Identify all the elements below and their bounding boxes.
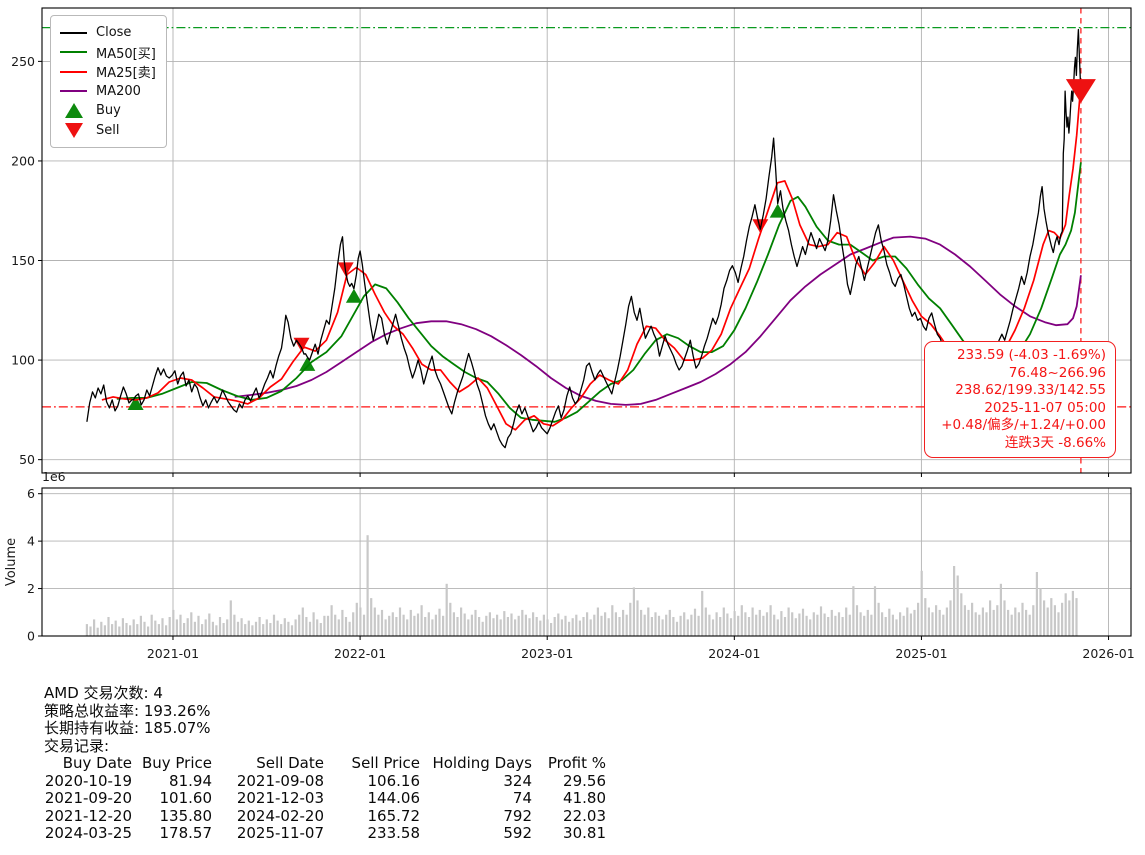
table-cell: 592 bbox=[503, 824, 532, 842]
volume-axis-label: Volume bbox=[4, 538, 19, 586]
ma200-line bbox=[234, 235, 1082, 406]
legend-line-swatch bbox=[60, 31, 87, 34]
price-tick-label: 200 bbox=[11, 153, 35, 168]
volume-offset-label: 1e6 bbox=[42, 469, 66, 484]
table-cell: 2020-10-19 bbox=[44, 771, 132, 790]
buy-marker bbox=[299, 356, 316, 371]
summary-strategy-return: 策略总收益率: 193.26% bbox=[44, 701, 211, 720]
legend-line-swatch bbox=[60, 90, 87, 93]
legend-line-swatch bbox=[60, 70, 87, 73]
legend-item-buy: Buy bbox=[60, 101, 156, 121]
x-tick-label: 2025-01 bbox=[895, 646, 947, 661]
annotation-line-1: 233.59 (-4.03 -1.69%) bbox=[956, 347, 1106, 363]
table-cell: 74 bbox=[512, 789, 532, 807]
price-tick-label: 150 bbox=[11, 253, 35, 268]
volume-tick-label: 6 bbox=[27, 486, 35, 501]
chart-canvas: 50 100 150 200 250 0 2 4 6 2021-01 2022-01 2023-01 2… bbox=[4, 7, 1135, 661]
summary-hold-return: 长期持有收益: 185.07% bbox=[44, 719, 211, 737]
legend-item-sell: Sell bbox=[60, 121, 156, 141]
last-bar-annotation: 233.59 (-4.03 -1.69%) 76.48~266.96 238.62/… bbox=[924, 341, 1116, 458]
legend-item-ma50: MA50[买] bbox=[60, 43, 156, 63]
annotation-line-3: 238.62/199.33/142.55 bbox=[955, 382, 1106, 398]
table-cell: Sell Date bbox=[256, 754, 324, 772]
price-tick-label: 250 bbox=[11, 54, 35, 69]
table-cell: 2021-09-08 bbox=[236, 771, 324, 790]
table-cell: 101.60 bbox=[159, 789, 213, 807]
table-cell: 106.16 bbox=[367, 771, 421, 790]
x-tick-label: 2023-01 bbox=[521, 646, 573, 661]
table-cell: Buy Price bbox=[141, 754, 212, 772]
table-cell: 2024-03-25 bbox=[44, 824, 132, 842]
table-cell: 2025-11-07 bbox=[236, 824, 324, 842]
table-cell: Sell Price bbox=[351, 754, 420, 772]
volume-bars bbox=[85, 535, 1078, 636]
legend: Close MA50[买] MA25[卖] MA200 Buy Sell bbox=[50, 15, 167, 148]
trade-table-row: 2024-03-25 178.57 2025-11-07 233.58 592 30.81 bbox=[44, 824, 606, 843]
trade-table-row: 2020-10-19 81.94 2021-09-08 106.16 324 29.56 bbox=[44, 771, 606, 791]
volume-panel bbox=[41, 487, 1132, 637]
legend-line-swatch bbox=[60, 51, 87, 54]
legend-label: Buy bbox=[96, 103, 121, 119]
legend-item-ma25: MA25[卖] bbox=[60, 62, 156, 82]
table-cell: 29.56 bbox=[563, 771, 606, 790]
volume-tick-label: 4 bbox=[27, 534, 35, 549]
annotation-line-5: +0.48/偏多/+1.24/+0.00 bbox=[941, 417, 1106, 433]
legend-item-close: Close bbox=[60, 23, 156, 43]
table-cell: 792 bbox=[503, 806, 532, 825]
volume-tick-label: 0 bbox=[27, 629, 35, 644]
table-cell: 165.72 bbox=[367, 806, 421, 825]
annotation-line-6: 连跌3天 -8.66% bbox=[1004, 434, 1106, 451]
table-cell: 2021-12-20 bbox=[44, 806, 132, 825]
buy-marker bbox=[769, 203, 786, 218]
table-cell: 2021-09-20 bbox=[44, 789, 132, 807]
buy-triangle-icon bbox=[64, 103, 83, 119]
price-panel bbox=[41, 7, 1132, 474]
annotation-line-4: 2025-11-07 05:00 bbox=[984, 399, 1106, 416]
legend-label: Close bbox=[96, 25, 132, 41]
strategy-summary: AMD 交易次数: 4 策略总收益率: 193.26% 长期持有收益: 185.… bbox=[44, 684, 606, 843]
table-cell: 144.06 bbox=[367, 789, 421, 807]
x-tick-label: 2026-01 bbox=[1082, 646, 1134, 661]
price-tick-label: 100 bbox=[11, 353, 35, 368]
table-cell: 41.80 bbox=[563, 789, 606, 807]
price-tick-label: 50 bbox=[19, 452, 35, 467]
volume-tick-label: 2 bbox=[27, 581, 35, 596]
legend-item-ma200: MA200 bbox=[60, 82, 156, 102]
summary-trades: AMD 交易次数: 4 bbox=[44, 684, 163, 702]
table-cell: 135.80 bbox=[159, 806, 213, 825]
legend-label: MA25[卖] bbox=[96, 66, 156, 82]
trade-table-row: 2021-12-20 135.80 2024-02-20 165.72 792 22.03 bbox=[44, 806, 606, 826]
table-cell: 233.58 bbox=[367, 824, 421, 842]
last-sell-marker bbox=[1065, 79, 1096, 104]
x-tick-label: 2022-01 bbox=[334, 646, 386, 661]
buy-marker bbox=[127, 396, 144, 410]
trade-table: Buy Date Buy Price Sell Date Sell Price Hold… bbox=[44, 754, 606, 843]
table-cell: 2024-02-20 bbox=[236, 806, 324, 825]
legend-label: MA50[买] bbox=[96, 46, 156, 62]
trade-table-header: Buy Date Buy Price Sell Date Sell Price Hold… bbox=[44, 754, 606, 773]
table-cell: Holding Days bbox=[432, 754, 532, 772]
x-tick-label: 2021-01 bbox=[147, 646, 199, 661]
table-cell: 81.94 bbox=[169, 771, 212, 790]
annotation-line-2: 76.48~266.96 bbox=[1008, 364, 1106, 381]
ma50-line bbox=[116, 162, 1082, 423]
sell-triangle-icon bbox=[64, 122, 83, 138]
table-cell: Profit % bbox=[547, 754, 606, 772]
table-cell: 2021-12-03 bbox=[236, 789, 324, 807]
buy-marker bbox=[345, 288, 362, 303]
table-cell: 178.57 bbox=[159, 824, 213, 842]
table-cell: 30.81 bbox=[563, 824, 606, 842]
trade-table-row: 2021-09-20 101.60 2021-12-03 144.06 74 41.80 bbox=[44, 789, 606, 808]
table-cell: Buy Date bbox=[62, 754, 132, 772]
legend-label: MA200 bbox=[96, 83, 141, 99]
summary-records-label: 交易记录: bbox=[44, 736, 110, 755]
table-cell: 324 bbox=[503, 771, 532, 790]
table-cell: 22.03 bbox=[563, 806, 606, 825]
legend-label: Sell bbox=[96, 122, 120, 138]
x-tick-label: 2024-01 bbox=[708, 646, 760, 661]
